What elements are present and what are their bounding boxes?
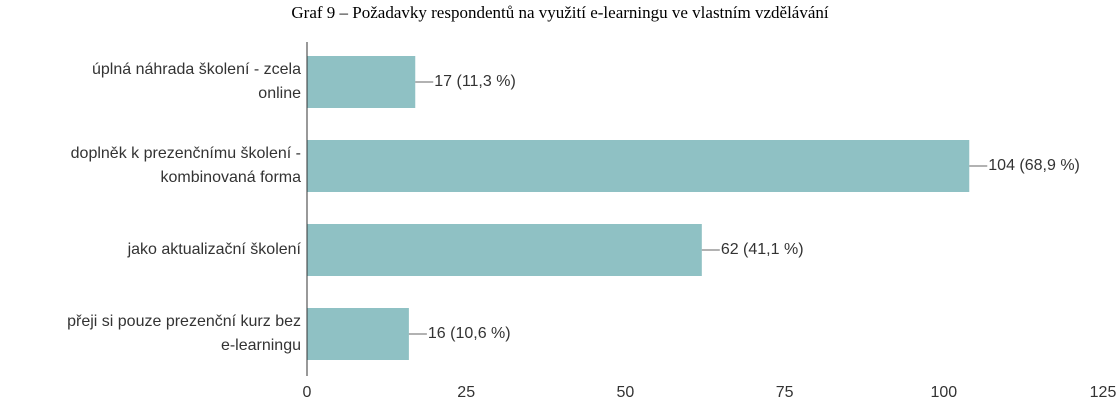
bar xyxy=(307,56,416,108)
y-tick-label: jako aktualizační školení xyxy=(127,241,302,258)
data-label: 16 (10,6 %) xyxy=(428,325,511,342)
x-tick-label: 25 xyxy=(457,384,475,401)
bar xyxy=(307,308,409,360)
y-tick-label: přeji si pouze prezenční kurz bez e-learn… xyxy=(67,313,301,354)
x-tick-label: 100 xyxy=(930,384,957,401)
x-tick-label: 125 xyxy=(1090,384,1117,401)
y-tick-label: doplněk k prezenčnímu školení -kombinova… xyxy=(71,145,301,186)
bar xyxy=(307,140,970,192)
x-tick-label: 50 xyxy=(617,384,635,401)
x-tick-label: 0 xyxy=(303,384,312,401)
data-label: 17 (11,3 %) xyxy=(434,73,516,90)
bar xyxy=(307,224,702,276)
data-label: 62 (41,1 %) xyxy=(721,241,804,258)
data-label: 104 (68,9 %) xyxy=(988,157,1080,174)
x-tick-label: 75 xyxy=(776,384,794,401)
y-tick-label: úplná náhrada školení - zcela online xyxy=(92,61,301,102)
chart-title: Graf 9 – Požadavky respondentů na využit… xyxy=(291,3,828,22)
